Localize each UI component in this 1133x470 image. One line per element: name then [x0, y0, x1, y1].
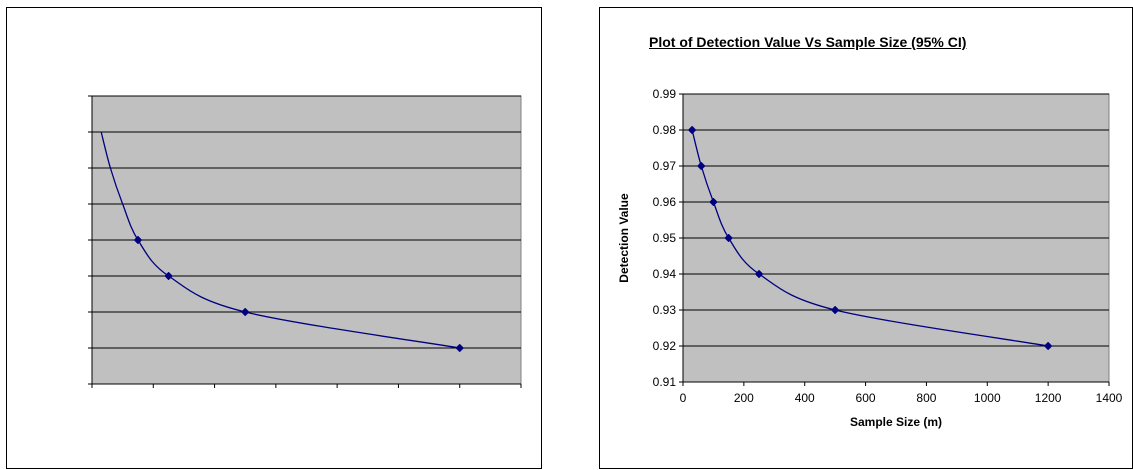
x-tick-label: 1000: [974, 391, 1001, 405]
y-tick-label: 0.99: [653, 87, 677, 101]
series-line: [100, 131, 460, 349]
x-axis-title: Sample Size (m): [850, 415, 942, 429]
x-tick-label: 200: [734, 391, 754, 405]
x-tick-label: 600: [856, 391, 876, 405]
data-point: [724, 233, 733, 243]
data-point: [687, 125, 697, 135]
data-point: [754, 269, 764, 279]
x-tick-label: 400: [795, 391, 815, 405]
y-tick-label: 0.97: [653, 159, 677, 173]
y-tick-label: 0.98: [653, 123, 677, 137]
y-tick-label: 0.92: [653, 339, 677, 353]
x-tick-label: 1200: [1035, 391, 1062, 405]
data-point: [164, 271, 173, 281]
y-tick-label: 0.93: [653, 303, 677, 317]
chart-title: Plot of Detection Value Vs Sample Size (…: [649, 34, 967, 50]
y-tick-label: 0.91: [653, 375, 677, 389]
x-tick-label: 1400: [1096, 391, 1123, 405]
data-point: [455, 343, 465, 353]
data-point: [696, 161, 706, 171]
y-tick-label: 0.96: [653, 195, 677, 209]
left-chart-panel: [6, 7, 542, 469]
data-point: [709, 197, 718, 207]
data-point: [240, 307, 250, 317]
data-point: [133, 235, 143, 245]
left-chart-svg: [88, 95, 522, 388]
right-chart-svg: 0.91 0.92 0.93 0.94 0.95 0.96 0.97 0.98 0.99 0 200…: [617, 87, 1123, 429]
data-point: [830, 305, 840, 315]
right-chart-panel: Plot of Detection Value Vs Sample Size (…: [599, 7, 1133, 469]
x-tick-label: 0: [680, 391, 687, 405]
y-axis-title: Detection Value: [617, 193, 631, 283]
data-point: [1043, 341, 1053, 351]
y-tick-label: 0.94: [653, 267, 677, 281]
x-tick-label: 800: [916, 391, 936, 405]
y-tick-label: 0.95: [653, 231, 677, 245]
